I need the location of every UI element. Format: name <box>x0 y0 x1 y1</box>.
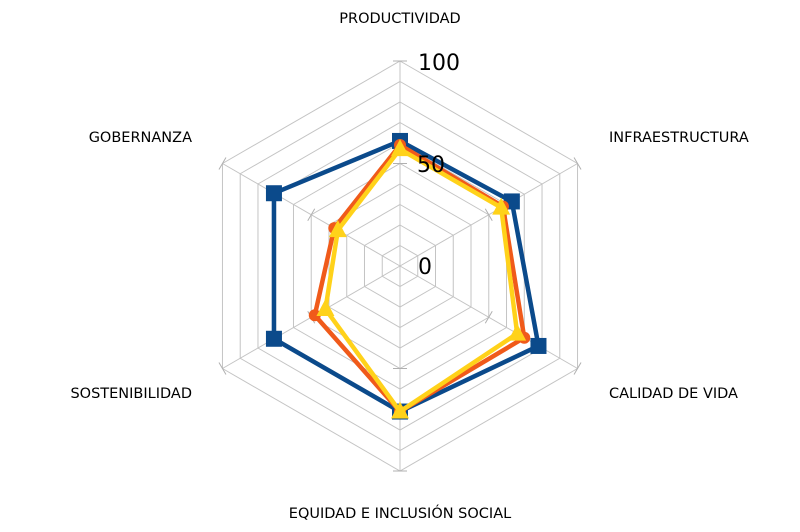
category-label: SOSTENIBILIDAD <box>70 386 192 402</box>
data-point-square <box>265 330 282 347</box>
grid-tick <box>484 208 493 222</box>
radial-tick-label: 50 <box>417 153 445 178</box>
data-point-triangle <box>391 139 409 157</box>
radial-tick-labels: 0 50 100 <box>417 51 460 280</box>
grid-tick <box>573 157 582 170</box>
category-label: CALIDAD DE VIDA <box>609 386 738 402</box>
data-point-triangle <box>391 401 409 419</box>
radial-tick-label: 100 <box>418 51 460 76</box>
category-label: EQUIDAD E INCLUSIÓN SOCIAL <box>289 504 511 522</box>
axis-labels: PRODUCTIVIDAD INFRAESTRUCTURA CALIDAD DE V… <box>70 11 748 522</box>
category-label: GOBERNANZA <box>89 130 192 146</box>
series-3 <box>316 139 527 419</box>
data-point-triangle <box>328 220 347 238</box>
data-point-triangle <box>508 323 527 341</box>
grid-tick <box>218 362 227 375</box>
grid-tick <box>307 208 316 222</box>
series-line <box>271 138 542 415</box>
grid-tick <box>218 157 227 170</box>
data-point-triangle <box>316 299 335 317</box>
grid-tick <box>573 362 582 375</box>
category-label: INFRAESTRUCTURA <box>609 130 749 146</box>
data-point-circle <box>308 309 321 322</box>
category-label: PRODUCTIVIDAD <box>339 11 460 27</box>
radial-tick-label: 0 <box>418 255 432 280</box>
data-point-square <box>265 185 282 202</box>
data-point-triangle <box>492 197 511 215</box>
data-point-square <box>530 337 547 354</box>
series-layer <box>265 132 547 420</box>
grid-tick <box>484 310 493 324</box>
